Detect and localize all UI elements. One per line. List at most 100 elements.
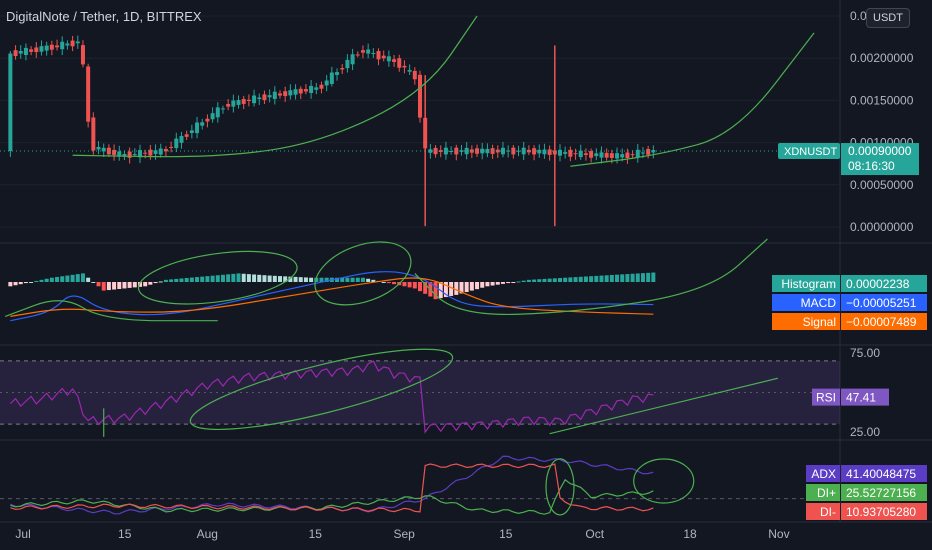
macd-histogram-bar [583, 276, 588, 282]
candle-body [278, 93, 282, 96]
candle-body [449, 150, 454, 152]
candle-body [127, 151, 132, 158]
candle-body [635, 149, 640, 158]
candle-body [589, 151, 594, 158]
currency-button[interactable]: USDT [866, 8, 910, 28]
macd-histogram-bar [443, 282, 448, 298]
candle-body [293, 89, 298, 95]
candle-body [495, 149, 500, 153]
rsi-value: 47.41 [846, 391, 876, 405]
drawing-trendline [549, 377, 778, 435]
macd-histogram-bar [464, 282, 469, 293]
candle-body [231, 100, 236, 107]
macd-histogram-bar [594, 275, 599, 282]
candle-body [480, 148, 485, 154]
candle-body [604, 152, 609, 158]
x-tick-label: 15 [118, 527, 132, 541]
candle-body [640, 152, 645, 154]
candle-body [195, 122, 200, 134]
y-tick-label: 0.00200000 [850, 51, 914, 65]
macd-histogram-bar [236, 273, 241, 282]
candle-body [91, 117, 96, 151]
macd-histogram-bar [625, 274, 630, 282]
rsi-tick-label: 25.00 [850, 425, 880, 439]
candle-body [314, 87, 319, 90]
macd-histogram-bar [257, 274, 262, 282]
macd-histogram-bar [366, 278, 371, 282]
macd-histogram-bar [568, 277, 573, 282]
candle-body [547, 149, 552, 155]
macd-histogram-bar [635, 273, 640, 282]
x-tick-label: 15 [309, 527, 323, 541]
macd-histogram-bar [112, 282, 117, 290]
dmi-value: 25.52727156 [846, 486, 916, 500]
macd-histogram-bar [371, 279, 376, 282]
dmi-value-bg [841, 465, 927, 482]
drawing-ellipse [633, 458, 695, 504]
x-tick-label: 15 [499, 527, 513, 541]
candle-body [651, 149, 656, 153]
macd-histogram-bar [454, 282, 459, 295]
macd-histogram-bar [184, 278, 189, 282]
candle-body [371, 53, 376, 55]
macd-histogram-bar [506, 282, 511, 284]
macd-histogram-bar [340, 277, 345, 282]
candle-body [288, 90, 293, 96]
candle-body [80, 45, 85, 65]
drawing-ellipse [314, 241, 412, 306]
candle-body [200, 122, 205, 126]
macd-histogram-bar [314, 277, 319, 282]
candle-body [236, 100, 241, 105]
y-tick-label: 0.0 [850, 9, 867, 23]
macd-histogram-bar [303, 277, 308, 282]
candle-body [381, 55, 386, 59]
candle-body [241, 98, 246, 104]
x-tick-label: Aug [197, 527, 218, 541]
macd-histogram-bar [475, 282, 480, 290]
macd-histogram-bar [8, 282, 13, 287]
macd-histogram-bar [148, 282, 153, 285]
macd-histogram-bar [101, 282, 106, 291]
candle-body [521, 147, 526, 155]
macd-histogram-bar [511, 282, 516, 283]
macd-histogram-bar [117, 282, 122, 289]
macd-histogram-bar [293, 276, 298, 282]
candle-body [558, 149, 562, 156]
macd-histogram-bar [433, 282, 438, 300]
candle-body [646, 148, 651, 155]
indicator-label-bg [772, 313, 840, 330]
candle-body [355, 54, 360, 56]
candle-body [39, 46, 44, 52]
macd-histogram-bar [195, 277, 200, 282]
x-tick-label: Sep [394, 527, 416, 541]
macd-histogram-bar [459, 282, 464, 294]
dmi-value: 41.40048475 [846, 467, 916, 481]
drawing-curve [570, 32, 815, 167]
y-tick-label: 0.00050000 [850, 178, 914, 192]
candle-body [143, 152, 148, 154]
candle-body [469, 149, 474, 153]
macd-histogram-bar [70, 274, 75, 282]
candle-body [609, 153, 614, 158]
candle-body [189, 130, 194, 133]
candle-body [29, 49, 34, 52]
candle-body [615, 153, 620, 159]
candle-body [599, 152, 604, 158]
macd-histogram-bar [589, 276, 594, 282]
macd-histogram-bar [640, 273, 645, 282]
candle-body [532, 148, 537, 155]
macd-histogram-bar [423, 282, 428, 294]
candle-body [402, 65, 407, 68]
macd-histogram-bar [646, 272, 651, 282]
candle-body [13, 50, 18, 57]
candle-body [96, 146, 101, 150]
macd-histogram-bar [91, 282, 96, 283]
x-tick-label: Jul [15, 527, 30, 541]
macd-histogram-bar [226, 274, 231, 282]
price-label-bg [841, 143, 919, 176]
macd-histogram-bar [449, 282, 454, 296]
candle-body [475, 148, 480, 154]
macd-histogram-bar [542, 278, 547, 282]
candle-body [542, 149, 547, 155]
